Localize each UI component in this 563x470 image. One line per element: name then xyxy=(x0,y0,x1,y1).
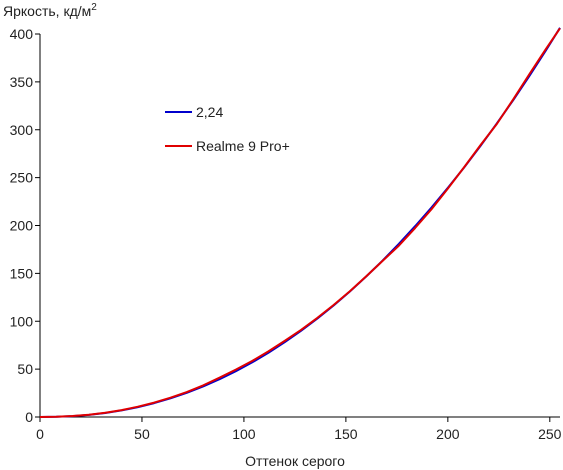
x-tick-label: 50 xyxy=(134,426,150,442)
y-tick-label: 100 xyxy=(10,313,34,329)
y-axis-label-superscript: 2 xyxy=(91,2,97,13)
y-tick-label: 350 xyxy=(10,74,34,90)
y-tick-label: 300 xyxy=(10,122,34,138)
x-tick-label: 200 xyxy=(436,426,460,442)
legend-label: Realme 9 Pro+ xyxy=(196,138,290,154)
x-tick-label: 250 xyxy=(538,426,562,442)
y-ticks: 0 50 100 150 200 250 300 350 400 xyxy=(10,26,40,425)
series-layer xyxy=(39,27,561,418)
x-axis-label: Оттенок серого xyxy=(245,453,345,469)
x-tick-label: 100 xyxy=(232,426,256,442)
plot-area xyxy=(39,34,560,418)
y-tick-label: 150 xyxy=(10,265,34,281)
y-tick-label: 50 xyxy=(17,361,33,377)
x-tick-label: 150 xyxy=(334,426,358,442)
y-tick-label: 250 xyxy=(10,170,34,186)
y-tick-label: 400 xyxy=(10,26,34,42)
legend-label: 2,24 xyxy=(196,104,223,120)
series-line-realme-9-pro-plus xyxy=(39,27,561,418)
legend: 2,24 Realme 9 Pro+ xyxy=(165,104,290,154)
series-line-reference-gamma xyxy=(39,27,561,418)
y-tick-label: 0 xyxy=(25,409,33,425)
y-tick-label: 200 xyxy=(10,218,34,234)
x-ticks: 0 50 100 150 200 250 xyxy=(36,417,562,442)
x-tick-label: 0 xyxy=(36,426,44,442)
y-axis-label: Яркость, кд/м2 xyxy=(3,2,97,19)
